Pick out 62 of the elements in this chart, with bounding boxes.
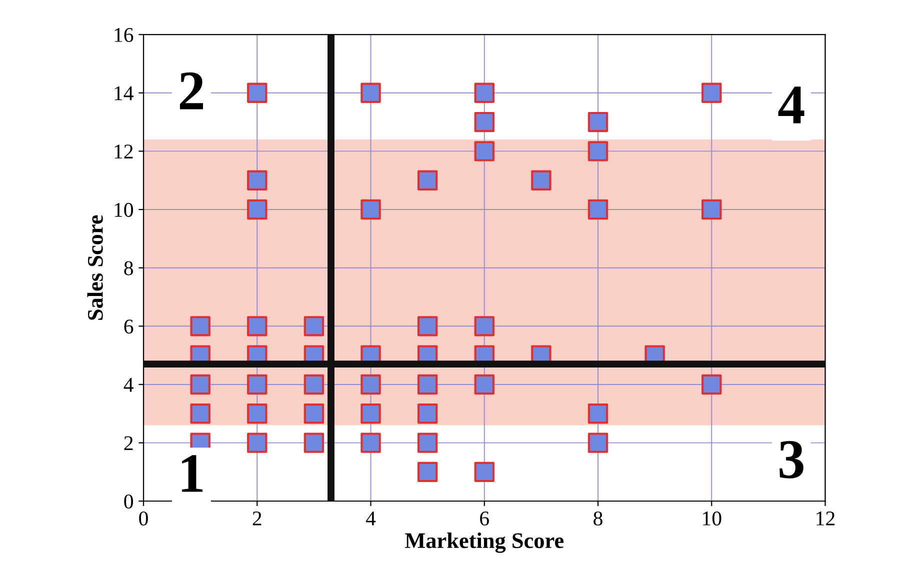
point [247, 316, 268, 336]
point [417, 316, 438, 336]
x-tick-label: 10 [703, 511, 722, 526]
point [702, 374, 722, 395]
annotation: 1 [182, 455, 203, 492]
y-tick-label: 8 [124, 261, 134, 276]
y-tick-label: 10 [114, 202, 134, 217]
point [190, 374, 210, 395]
point [304, 316, 324, 336]
annotation: 2 [180, 72, 203, 110]
y-tick-label: 6 [124, 320, 134, 334]
point [474, 112, 494, 132]
x-tick-label: 2 [252, 512, 262, 526]
point [588, 432, 608, 453]
point [360, 404, 381, 424]
point [702, 82, 722, 103]
x-tick-label: 4 [366, 512, 376, 526]
point [190, 404, 210, 424]
point [360, 374, 381, 395]
point [247, 199, 268, 220]
x-tick-label: 0 [139, 511, 148, 526]
point [702, 199, 722, 220]
x-tick-label: 12 [816, 512, 835, 526]
y-tick-label: 4 [124, 378, 134, 392]
x-tick-label: 8 [594, 511, 602, 526]
point [304, 374, 324, 395]
point [417, 462, 438, 482]
point [588, 404, 608, 424]
point [588, 199, 608, 220]
point [304, 404, 324, 424]
point [531, 170, 552, 190]
y-axis-title: Sales Score [87, 215, 103, 320]
point [417, 374, 438, 395]
point [360, 82, 381, 103]
y-tick-label: 12 [114, 144, 133, 158]
point [588, 141, 608, 162]
point [474, 462, 494, 482]
point [588, 112, 608, 132]
y-tick-label: 0 [124, 494, 134, 509]
point [417, 404, 438, 424]
y-tick-label: 16 [114, 28, 134, 42]
annotation: 4 [778, 86, 804, 124]
y-tick-label: 14 [114, 86, 134, 100]
point [190, 316, 210, 336]
point [417, 170, 438, 190]
point [360, 199, 381, 220]
point [474, 316, 494, 336]
x-tick-label: 6 [480, 512, 489, 526]
annotation: 3 [780, 441, 804, 478]
point [247, 404, 268, 424]
point [417, 432, 438, 453]
point [247, 82, 268, 103]
y-tick-label: 2 [124, 436, 133, 450]
point [474, 141, 494, 162]
point [474, 82, 494, 103]
point [247, 432, 268, 453]
point [474, 374, 494, 395]
point [247, 374, 268, 395]
point [360, 432, 381, 453]
point [304, 432, 324, 453]
x-axis-title: Marketing Score [405, 532, 564, 553]
point [247, 170, 268, 190]
